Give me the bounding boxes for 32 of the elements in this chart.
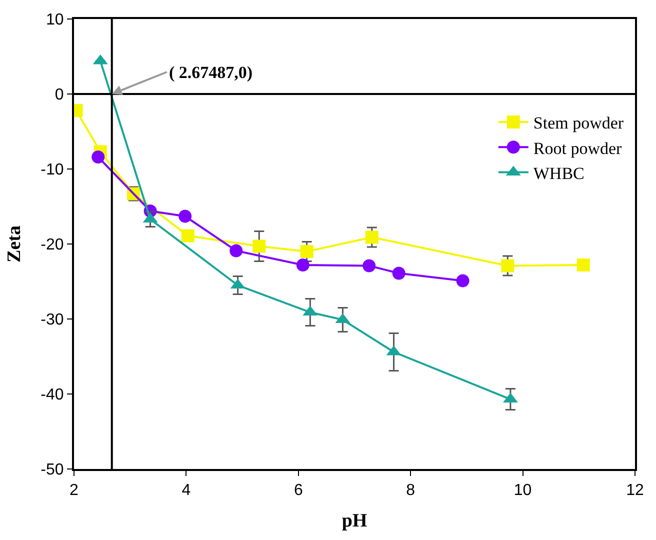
x-tick-label: 10 (514, 482, 532, 500)
point (365, 230, 378, 244)
y-tick-label: -50 (40, 462, 64, 479)
x-tick-label: 8 (406, 482, 416, 500)
y-tick-label: 0 (54, 86, 64, 104)
x-axis-title: pH (342, 510, 368, 532)
point (392, 266, 406, 280)
point (296, 258, 310, 272)
y-tick-label: 10 (46, 12, 64, 29)
y-tick-label: -40 (40, 386, 64, 404)
legend-label: WHBC (533, 164, 584, 183)
legend-label: Stem powder (533, 114, 624, 133)
point (178, 210, 192, 223)
point (230, 244, 243, 258)
y-tick-label: -30 (40, 312, 64, 329)
annotation: ( 2.67487,0) (169, 63, 253, 82)
y-axis-title: Zeta (4, 225, 26, 262)
point (92, 150, 105, 164)
x-tick-label: 12 (626, 482, 644, 500)
point (252, 240, 266, 253)
point (576, 258, 590, 272)
point (501, 259, 514, 272)
point (181, 229, 194, 242)
x-tick-label: 2 (70, 482, 79, 500)
legend-label: Root powder (533, 138, 622, 158)
point (456, 274, 470, 288)
y-tick-label: -10 (40, 162, 64, 179)
y-tick-label: -20 (40, 236, 64, 254)
x-tick-label: 6 (294, 482, 303, 500)
point (300, 245, 314, 258)
point (362, 259, 376, 272)
x-tick-label: 4 (182, 482, 191, 500)
